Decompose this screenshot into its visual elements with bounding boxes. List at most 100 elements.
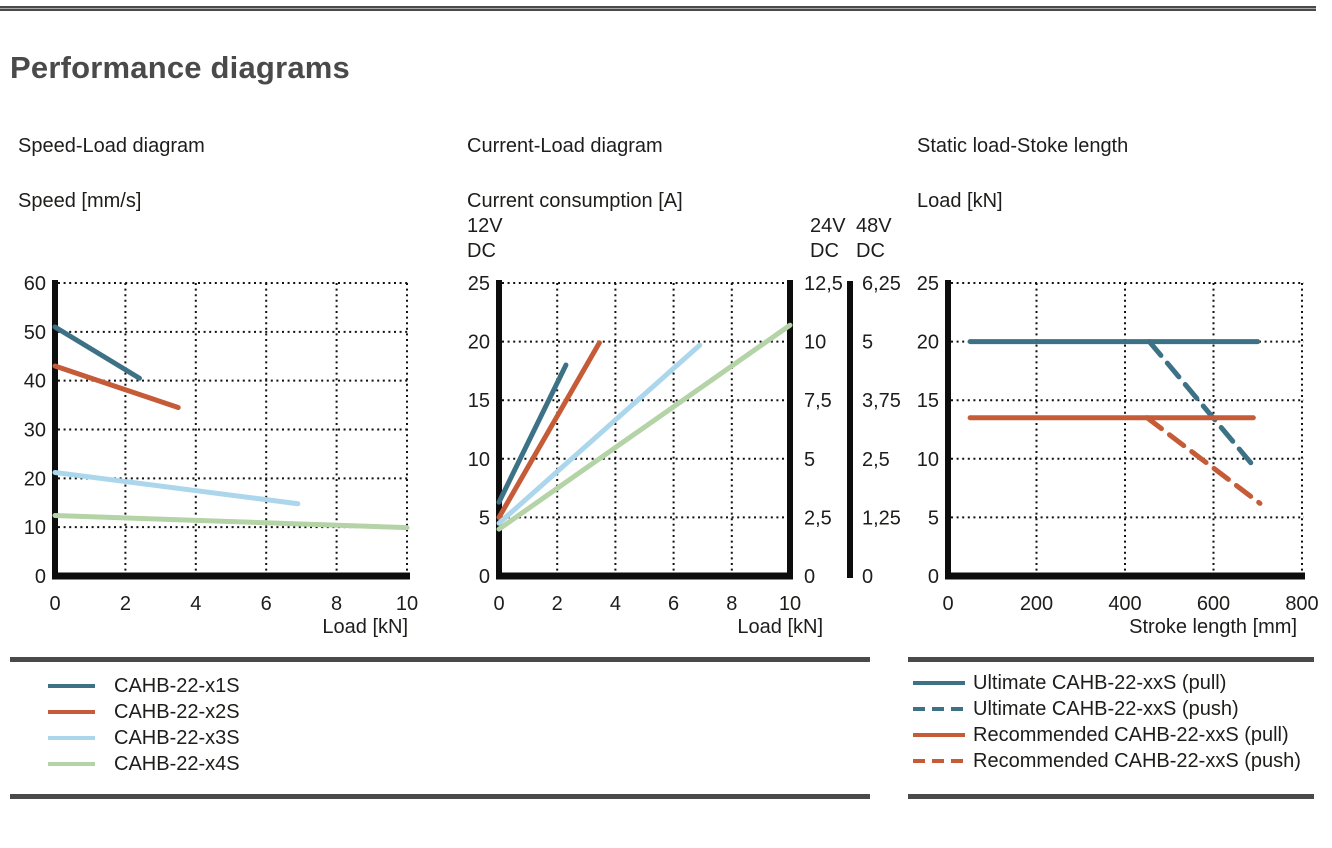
x-tick-label: 0 (493, 593, 504, 615)
legend-item-label: Ultimate CAHB-22-xxS (pull) (973, 671, 1227, 694)
chart2-axis-24v-label: 24V DC (810, 214, 846, 264)
chart2-axis-12v-unit: DC (467, 240, 496, 262)
legend-line-swatch (913, 759, 965, 763)
legend-line-swatch (913, 733, 965, 737)
y-tick-label-48v: 3,75 (862, 390, 901, 412)
y-tick-label: 20 (468, 332, 490, 354)
series-cahb-22-x4s (496, 322, 793, 532)
legend-item: Ultimate CAHB-22-xxS (pull) (913, 670, 1301, 696)
chart2-axis-24v-volt: 24V (810, 215, 846, 237)
legend-item-label: Recommended CAHB-22-xxS (push) (973, 749, 1301, 772)
legend-line-swatch (48, 762, 95, 766)
y-tick-label-48v: 2,5 (862, 449, 890, 471)
y-tick-label-48v: 5 (862, 332, 873, 354)
series-recommended-cahb-22-xxs-push- (1144, 415, 1263, 506)
legend-left-top-rule (10, 657, 870, 662)
legend-item: CAHB-22-x1S (48, 673, 240, 699)
chart3-subtitle: Static load-Stoke length (917, 135, 1129, 157)
chart2-axis-12v-label: 12V DC (467, 214, 503, 264)
chart2-unit-label: Current consumption [A] (467, 190, 683, 212)
series-ultimate-cahb-22-xxs-push- (1146, 339, 1256, 469)
chart2-subtitle: Current-Load diagram (467, 135, 663, 157)
legend-line-swatch (48, 710, 95, 714)
page-title: Performance diagrams (10, 50, 350, 85)
y-tick-label: 30 (24, 420, 46, 442)
y-tick-label: 0 (928, 566, 939, 588)
legend-right-top-rule (908, 657, 1314, 662)
x-tick-label: 600 (1197, 593, 1230, 615)
legend-static-load: Ultimate CAHB-22-xxS (pull) Ultimate CAHB… (913, 670, 1301, 774)
y-tick-label-24v: 0 (804, 566, 815, 588)
y-tick-label: 20 (24, 468, 46, 490)
x-tick-label: 6 (261, 593, 272, 615)
chart2-axis-24v-unit: DC (810, 240, 839, 262)
chart2-axis-48v-unit: DC (856, 240, 885, 262)
x-tick-label: 2 (552, 593, 563, 615)
y-tick-label: 10 (917, 449, 939, 471)
x-tick-label: 400 (1108, 593, 1141, 615)
x-tick-label: 6 (668, 593, 679, 615)
legend-models: CAHB-22-x1S CAHB-22-x2S CAHB-22-x3S CAHB-22… (48, 673, 240, 777)
y-tick-label: 25 (917, 273, 939, 295)
legend-item-label: CAHB-22-x4S (114, 752, 240, 775)
x-tick-label: 0 (942, 593, 953, 615)
x-tick-label: 8 (331, 593, 342, 615)
legend-item: CAHB-22-x2S (48, 699, 240, 725)
chart3-unit-label: Load [kN] (917, 190, 1003, 212)
x-tick-label: 8 (726, 593, 737, 615)
y-tick-label: 0 (35, 566, 46, 588)
x-tick-label: 10 (396, 593, 418, 615)
y-tick-label: 15 (468, 390, 490, 412)
y-tick-label: 5 (928, 507, 939, 529)
legend-item: Ultimate CAHB-22-xxS (push) (913, 696, 1301, 722)
y-tick-label: 40 (24, 371, 46, 393)
legend-line-swatch (48, 736, 95, 740)
legend-item-label: CAHB-22-x3S (114, 726, 240, 749)
y-tick-label-24v: 12,5 (804, 273, 843, 295)
chart1-subtitle: Speed-Load diagram (18, 135, 205, 157)
series-cahb-22-x1s (496, 362, 569, 505)
y-tick-label: 0 (479, 566, 490, 588)
chart3-xaxis-label: Stroke length [mm] (1129, 616, 1297, 638)
legend-item: CAHB-22-x4S (48, 751, 240, 777)
y-tick-label: 25 (468, 273, 490, 295)
chart2-xaxis-label: Load [kN] (737, 616, 823, 638)
series-cahb-22-x1s (52, 324, 142, 381)
top-divider (0, 6, 1316, 11)
y-tick-label: 50 (24, 322, 46, 344)
y-tick-label-48v: 6,25 (862, 273, 901, 295)
x-tick-label: 0 (49, 593, 60, 615)
legend-item-label: Ultimate CAHB-22-xxS (push) (973, 697, 1239, 720)
legend-line-swatch (913, 681, 965, 685)
series-cahb-22-x3s (52, 469, 301, 507)
legend-item: Recommended CAHB-22-xxS (push) (913, 748, 1301, 774)
legend-item-label: CAHB-22-x2S (114, 700, 240, 723)
legend-left-bottom-rule (10, 794, 870, 799)
y-tick-label: 10 (468, 449, 490, 471)
x-tick-label: 10 (779, 593, 801, 615)
legend-item: CAHB-22-x3S (48, 725, 240, 751)
chart2-axis-48v-label: 48V DC (856, 214, 892, 264)
y-tick-label-48v: 1,25 (862, 507, 901, 529)
chart1-unit-label: Speed [mm/s] (18, 190, 142, 212)
series-cahb-22-x2s (52, 363, 181, 411)
chart2-axis-48v-volt: 48V (856, 215, 892, 237)
series-cahb-22-x4s (52, 512, 410, 531)
y-tick-label: 10 (24, 517, 46, 539)
y-tick-label: 15 (917, 390, 939, 412)
legend-item-label: CAHB-22-x1S (114, 674, 240, 697)
chart1-xaxis-label: Load [kN] (322, 616, 408, 638)
chart2-axis-12v-volt: 12V (467, 215, 503, 237)
legend-item-label: Recommended CAHB-22-xxS (pull) (973, 723, 1289, 746)
x-tick-label: 200 (1020, 593, 1053, 615)
series-cahb-22-x2s (496, 340, 602, 520)
series-cahb-22-x3s (496, 342, 703, 526)
x-tick-label: 2 (120, 593, 131, 615)
y-tick-label-24v: 2,5 (804, 507, 832, 529)
y-tick-label-24v: 5 (804, 449, 815, 471)
y-tick-label-24v: 10 (804, 332, 826, 354)
y-tick-label: 20 (917, 332, 939, 354)
legend-item: Recommended CAHB-22-xxS (pull) (913, 722, 1301, 748)
